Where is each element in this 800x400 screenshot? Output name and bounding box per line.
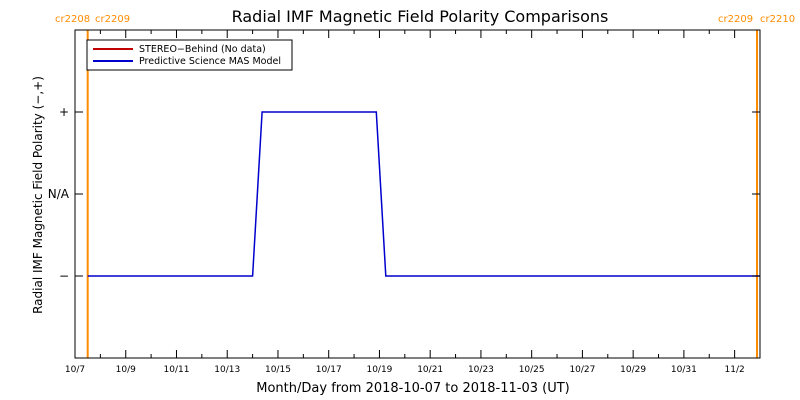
marker-label-left-2: cr2209 [718, 14, 753, 25]
y-tick-label: N/A [48, 187, 70, 201]
y-tick-label: − [59, 269, 69, 283]
x-tick-label: 10/9 [116, 365, 136, 375]
x-tick-label: 10/27 [569, 365, 595, 375]
axes: 10/7 10/9 10/11 10/13 10/15 10/17 10/19 10/21 10… [48, 29, 761, 375]
x-tick-label: 10/11 [164, 365, 190, 375]
legend-label-stereo: STEREO−Behind (No data) [139, 44, 266, 55]
x-tick-label: 10/29 [620, 365, 646, 375]
x-tick-label: 10/21 [417, 365, 443, 375]
chart-title: Radial IMF Magnetic Field Polarity Compa… [232, 7, 609, 26]
plot-area [86, 30, 760, 358]
x-tick-label: 10/19 [366, 365, 392, 375]
x-tick-label: 10/13 [214, 365, 240, 375]
x-tick-label: 10/25 [519, 365, 545, 375]
marker-label-right-2: cr2210 [760, 14, 795, 25]
legend-label-mas: Predictive Science MAS Model [139, 56, 281, 67]
legend-box [86, 39, 293, 71]
x-tick-label: 10/15 [265, 365, 291, 375]
x-tick-label: 10/7 [65, 365, 85, 375]
plot-frame [74, 29, 761, 359]
y-tick-label: + [59, 105, 69, 119]
series-line-1 [87, 111, 760, 277]
x-tick-label: 10/31 [671, 365, 697, 375]
legend: STEREO−Behind (No data) Predictive Scien… [86, 39, 293, 71]
x-tick-label: 10/17 [316, 365, 342, 375]
marker-label-right-1: cr2209 [95, 14, 130, 25]
x-tick-label: 10/23 [468, 365, 494, 375]
marker-label-left-1: cr2208 [55, 14, 90, 25]
y-axis-label: Radial IMF Magnetic Field Polarity (−,+) [31, 76, 45, 314]
x-axis-label: Month/Day from 2018-10-07 to 2018-11-03 … [256, 381, 569, 396]
x-tick-label: 11/2 [725, 365, 745, 375]
